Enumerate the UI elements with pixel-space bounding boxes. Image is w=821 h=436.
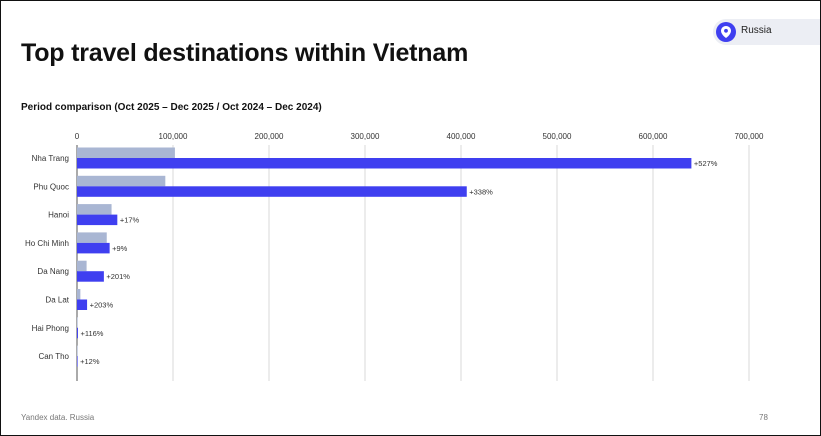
growth-data-label: +17% <box>120 216 140 225</box>
category-label: Hanoi <box>48 211 69 220</box>
category-label: Phu Quoc <box>33 182 69 191</box>
category-label: Nha Trang <box>32 154 69 163</box>
page-number: 78 <box>759 413 768 422</box>
bar-previous-period <box>77 317 78 328</box>
x-tick-label: 400,000 <box>447 132 476 141</box>
x-tick-label: 700,000 <box>735 132 764 141</box>
page-title: Top travel destinations within Vietnam <box>21 39 469 67</box>
growth-data-label: +338% <box>469 187 493 196</box>
category-label: Ho Chi Minh <box>25 239 69 248</box>
footer-source: Yandex data. Russia <box>21 413 95 422</box>
growth-data-label: +201% <box>106 272 130 281</box>
x-tick-label: 300,000 <box>351 132 380 141</box>
bar-previous-period <box>77 345 78 357</box>
region-badge[interactable]: Russia <box>713 19 820 45</box>
category-label: Can Tho <box>38 352 69 361</box>
bar-previous-period <box>77 175 166 187</box>
bar-chart: 0 100,000 200,000 300,000 400,000 500,000 600,… <box>25 132 764 381</box>
bar-current-period <box>77 299 88 310</box>
category-label: Hai Phong <box>32 324 69 333</box>
growth-data-label: +116% <box>80 329 103 338</box>
bar-previous-period <box>77 204 112 215</box>
bar-current-period <box>77 356 78 367</box>
bar-current-period <box>77 158 692 169</box>
bar-previous-period <box>77 147 175 158</box>
x-tick-label: 100,000 <box>159 132 188 141</box>
growth-data-label: +12% <box>80 357 100 366</box>
bar-previous-period <box>77 260 87 272</box>
location-pin-icon <box>716 22 736 42</box>
x-tick-label: 200,000 <box>255 132 284 141</box>
x-tick-label: 600,000 <box>639 132 668 141</box>
bar-current-period <box>77 242 110 254</box>
bar-current-period <box>77 214 118 226</box>
x-tick-label: 0 <box>75 132 80 141</box>
bar-current-period <box>77 327 78 339</box>
bar-previous-period <box>77 232 107 243</box>
region-label: Russia <box>741 25 772 36</box>
growth-data-label: +203% <box>90 301 114 310</box>
bar-current-period <box>77 186 467 197</box>
bar-previous-period <box>77 289 81 300</box>
category-label: Da Nang <box>37 267 69 276</box>
x-tick-label: 500,000 <box>543 132 572 141</box>
chart-subtitle: Period comparison (Oct 2025 – Dec 2025 /… <box>21 102 322 113</box>
category-label: Da Lat <box>45 296 69 305</box>
growth-data-label: +527% <box>694 159 718 168</box>
bar-current-period <box>77 271 104 282</box>
growth-data-label: +9% <box>112 244 128 253</box>
